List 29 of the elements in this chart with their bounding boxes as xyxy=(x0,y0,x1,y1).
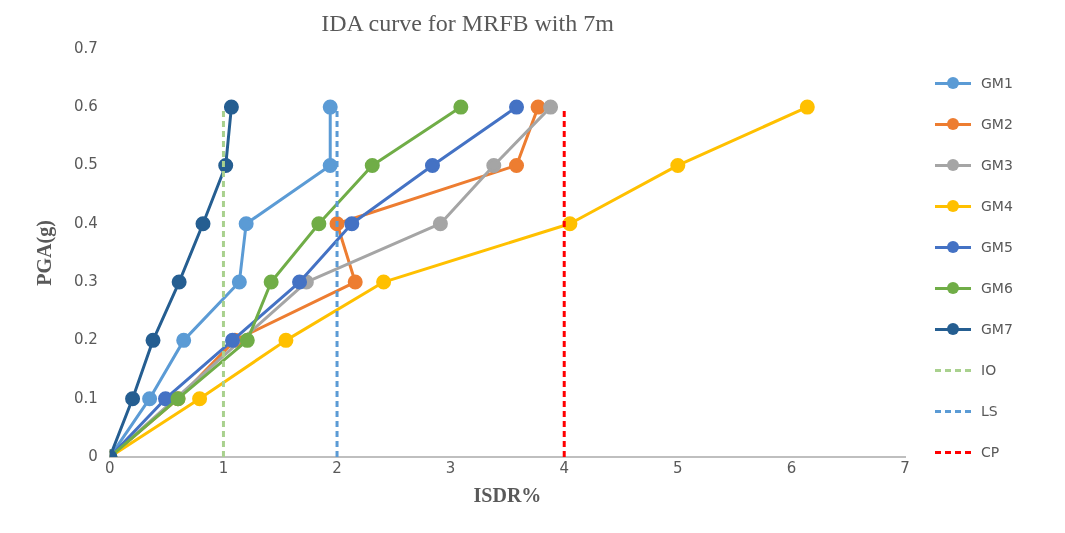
y-axis-title: PGA(g) xyxy=(33,220,57,286)
legend-label: GM2 xyxy=(981,115,1013,132)
y-tick-label: 0.7 xyxy=(74,38,98,57)
x-axis-title: ISDR% xyxy=(473,484,542,507)
y-tick-label: 0.3 xyxy=(74,271,98,290)
y-tick-label: 0 xyxy=(88,446,98,465)
legend-label: GM1 xyxy=(981,74,1013,91)
legend-label: GM5 xyxy=(981,238,1013,255)
x-tick-label: 2 xyxy=(332,458,342,477)
legend-label: GM3 xyxy=(981,156,1013,173)
y-tick-label: 0.6 xyxy=(74,97,98,115)
x-tick-label: 4 xyxy=(559,458,569,477)
x-tick-label: 3 xyxy=(445,458,456,477)
legend-label: IO xyxy=(981,361,997,378)
y-tick-label: 0.2 xyxy=(74,330,98,349)
y-tick-label: 0.4 xyxy=(74,213,98,232)
y-tick-label: 0.5 xyxy=(74,155,98,174)
y-tick-label: 0.1 xyxy=(74,388,98,407)
chart-title: IDA curve for MRFB with 7m xyxy=(321,9,615,36)
x-tick-label: 0 xyxy=(105,458,115,477)
x-tick-label: 1 xyxy=(218,458,229,477)
legend-label: LS xyxy=(981,402,998,419)
x-tick-label: 6 xyxy=(786,458,797,477)
legend-label: CP xyxy=(981,443,1000,460)
legend-label: GM4 xyxy=(981,197,1013,214)
legend-label: GM7 xyxy=(981,320,1013,337)
legend-label: GM6 xyxy=(981,279,1013,296)
x-tick-label: 7 xyxy=(900,458,910,477)
x-tick-label: 5 xyxy=(673,458,683,477)
